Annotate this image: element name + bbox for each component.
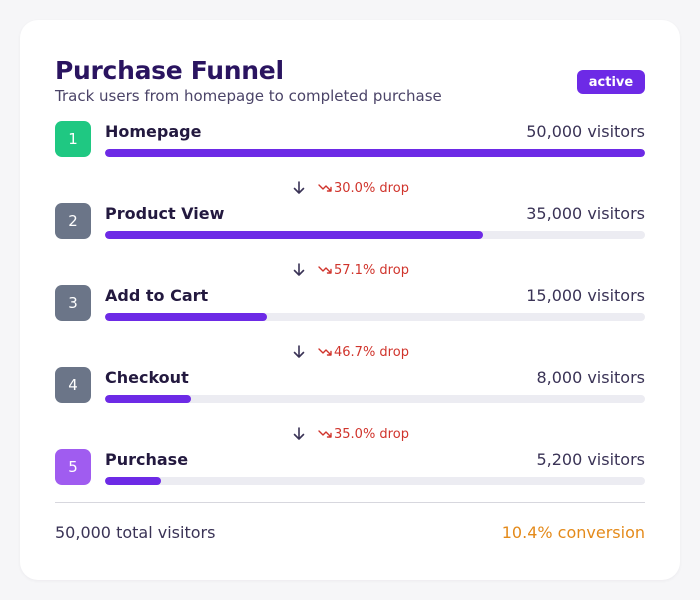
stage-bar-track (105, 313, 645, 321)
drop-percentage: 30.0% drop (334, 180, 409, 196)
stage-number-badge: 3 (55, 285, 91, 321)
stage-number-badge: 1 (55, 121, 91, 157)
stage-bar-track (105, 395, 645, 403)
drop-indicator: 46.7% drop (292, 342, 409, 362)
funnel-card (20, 20, 680, 580)
stage-visitors: 8,000 visitors (536, 368, 645, 387)
stage-visitors: 15,000 visitors (526, 286, 645, 305)
stage-visitors: 35,000 visitors (526, 204, 645, 223)
trend-down-icon (318, 348, 332, 356)
page-subtitle: Track users from homepage to completed p… (55, 87, 442, 105)
drop-percentage: 57.1% drop (334, 262, 409, 278)
trend-down-icon (318, 266, 332, 274)
trend-down-icon (318, 184, 332, 192)
drop-indicator: 57.1% drop (292, 260, 409, 280)
funnel-stage-checkout: 4 Checkout 8,000 visitors (55, 367, 645, 407)
stage-name: Purchase (105, 450, 189, 469)
stage-bar-track (105, 477, 645, 485)
funnel-stage-purchase: 5 Purchase 5,200 visitors (55, 449, 645, 489)
drop-indicator: 30.0% drop (292, 178, 409, 198)
conversion-rate: 10.4% conversion (501, 523, 645, 542)
footer-divider (55, 502, 645, 503)
stage-number-badge: 5 (55, 449, 91, 485)
stage-name: Product View (105, 204, 225, 223)
stage-name: Homepage (105, 122, 202, 141)
stage-number-badge: 2 (55, 203, 91, 239)
funnel-stage-homepage: 1 Homepage 50,000 visitors (55, 121, 645, 161)
stage-visitors: 50,000 visitors (526, 122, 645, 141)
status-badge: active (577, 70, 645, 94)
stage-bar-fill (105, 395, 192, 403)
down-arrow-icon (293, 263, 305, 276)
stage-visitors: 5,200 visitors (536, 450, 645, 469)
stage-number-badge: 4 (55, 367, 91, 403)
stage-bar-track (105, 231, 645, 239)
drop-percentage: 35.0% drop (334, 426, 409, 442)
funnel-stage-add-to-cart: 3 Add to Cart 15,000 visitors (55, 285, 645, 325)
trend-down-icon (318, 430, 332, 438)
down-arrow-icon (293, 345, 305, 358)
stage-bar-fill (105, 149, 645, 157)
stage-name: Add to Cart (105, 286, 209, 305)
funnel-stage-product-view: 2 Product View 35,000 visitors (55, 203, 645, 243)
down-arrow-icon (293, 427, 305, 440)
total-visitors: 50,000 total visitors (55, 523, 216, 542)
stage-bar-track (105, 149, 645, 157)
page-title: Purchase Funnel (55, 56, 284, 85)
stage-bar-fill (105, 477, 162, 485)
stage-name: Checkout (105, 368, 189, 387)
stage-bar-fill (105, 313, 267, 321)
drop-percentage: 46.7% drop (334, 344, 409, 360)
down-arrow-icon (293, 181, 305, 194)
stage-bar-fill (105, 231, 483, 239)
drop-indicator: 35.0% drop (292, 424, 409, 444)
